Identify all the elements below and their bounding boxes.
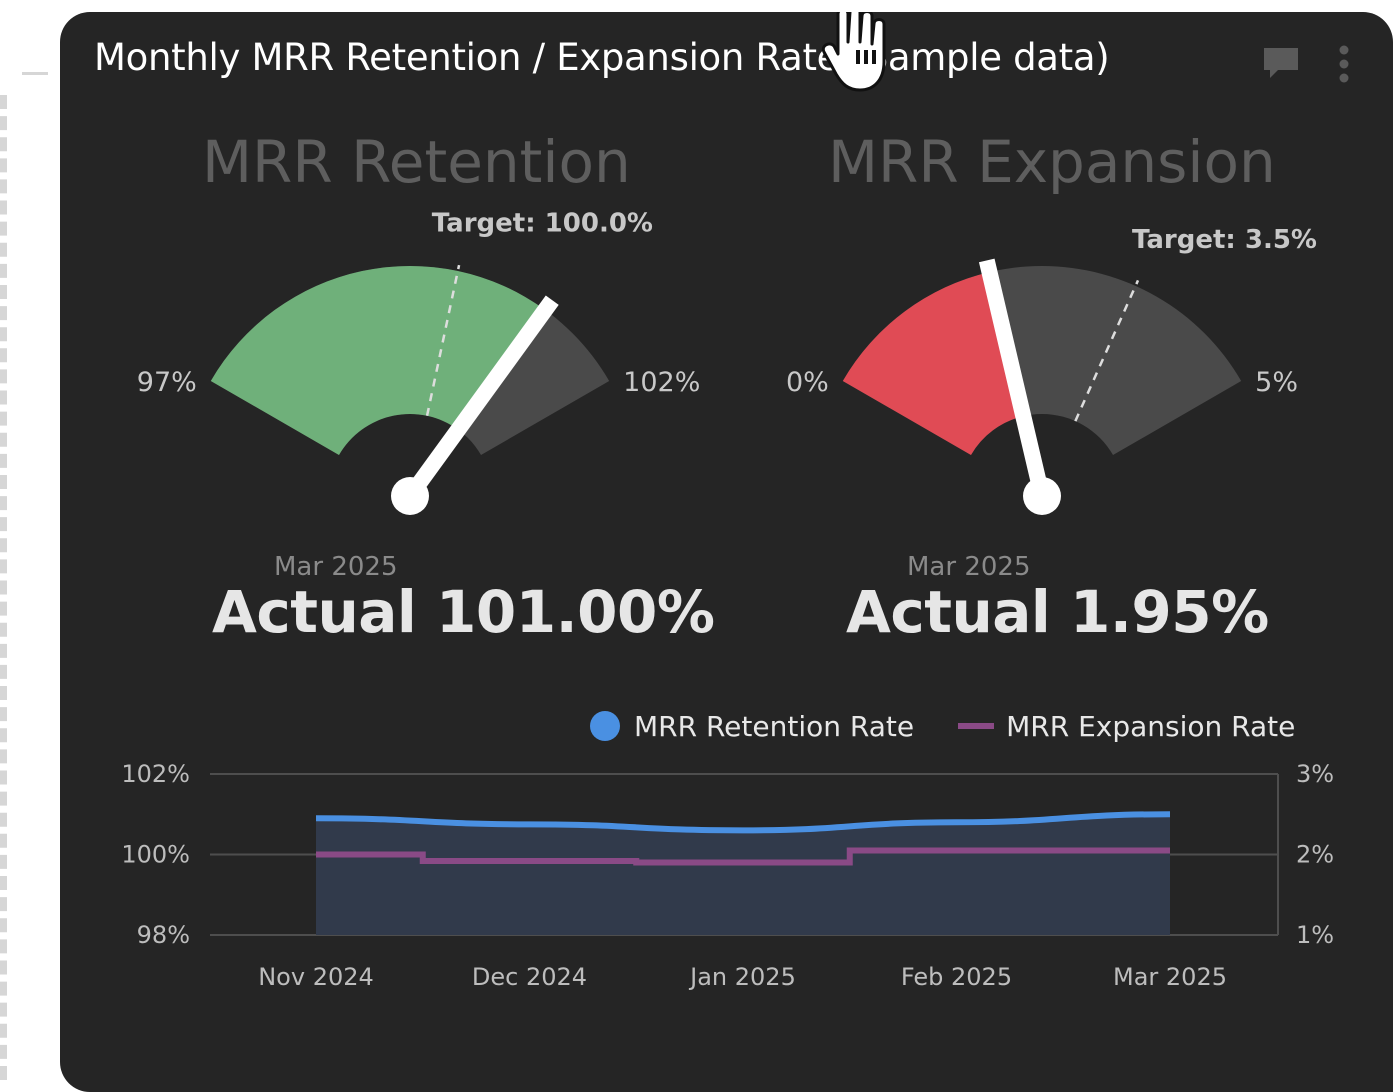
retention-gauge-title: MRR Retention (202, 128, 631, 196)
retention-gauge: 97% 102% Target: 100.0% (137, 209, 700, 515)
trend-chart: 98% 100% 102% 1% 2% 3% Nov 2024 Dec 2024 Jan 202… (121, 760, 1334, 991)
y-left-tick-label: 102% (121, 760, 190, 788)
retention-actual: Actual 101.00% (212, 578, 715, 646)
hand-cursor-icon (821, 12, 886, 92)
dashboard-grid-guide (0, 95, 8, 1080)
retention-target-marker (425, 264, 461, 417)
retention-target-label: Target: 100.0% (432, 209, 653, 239)
retention-min-label: 97% (137, 367, 197, 398)
retention-line (315, 811, 1171, 834)
retention-area (316, 814, 1170, 935)
expansion-actual-label: Actual (846, 578, 1051, 646)
legend-dot-icon (590, 711, 620, 741)
dashboard-card[interactable]: Monthly MRR Retention / Expansion Rate (… (60, 12, 1393, 1092)
retention-max-label: 102% (623, 367, 700, 398)
gauges-canvas: 97% 102% Target: 100.0% 0% 5% Target: 3.… (137, 209, 1317, 515)
expansion-max-label: 5% (1255, 367, 1298, 398)
retention-needle (403, 295, 559, 501)
comment-icon[interactable] (1262, 46, 1300, 80)
retention-actual-value: 101.00% (436, 578, 715, 646)
expansion-actual-value: 1.95% (1070, 578, 1269, 646)
expansion-period: Mar 2025 (907, 552, 1031, 582)
expansion-needle-hub (1023, 477, 1061, 515)
expansion-target-label: Target: 3.5% (1132, 225, 1317, 255)
expansion-step-line (316, 847, 1170, 866)
kebab-menu-icon[interactable] (1338, 44, 1350, 84)
legend-retention-label: MRR Retention Rate (634, 709, 915, 743)
card-title: Monthly MRR Retention / Expansion Rate (… (94, 36, 1110, 79)
x-tick-label: Dec 2024 (472, 963, 587, 991)
retention-gauge-fill (210, 266, 546, 455)
legend-item-expansion[interactable]: MRR Expansion Rate (958, 710, 1295, 743)
y-right-tick-label: 1% (1296, 921, 1334, 949)
x-tick-label: Mar 2025 (1113, 963, 1227, 991)
expansion-actual: Actual 1.95% (846, 578, 1269, 646)
expansion-gauge-title: MRR Expansion (828, 128, 1276, 196)
legend-item-retention[interactable]: MRR Retention Rate (590, 710, 914, 743)
expansion-target-marker (1074, 279, 1140, 422)
x-tick-label: Feb 2025 (901, 963, 1012, 991)
y-right-tick-label: 2% (1296, 841, 1334, 869)
dashboard-guide-line (22, 72, 48, 75)
x-tick-label: Jan 2025 (688, 963, 796, 991)
y-right-tick-label: 3% (1296, 760, 1334, 788)
y-left-tick-label: 98% (137, 921, 190, 949)
retention-actual-label: Actual (212, 578, 417, 646)
legend-line-icon (958, 723, 995, 729)
expansion-min-label: 0% (786, 367, 829, 398)
y-left-tick-label: 100% (121, 841, 190, 869)
x-tick-label: Nov 2024 (258, 963, 374, 991)
expansion-gauge: 0% 5% Target: 3.5% (786, 225, 1317, 515)
legend-expansion-label: MRR Expansion Rate (1006, 709, 1296, 743)
expansion-needle (978, 258, 1050, 498)
expansion-gauge-fill (842, 272, 1024, 455)
retention-period: Mar 2025 (274, 552, 398, 582)
retention-needle-hub (391, 477, 429, 515)
chart-legend: MRR Retention Rate MRR Expansion Rate (590, 706, 1339, 746)
